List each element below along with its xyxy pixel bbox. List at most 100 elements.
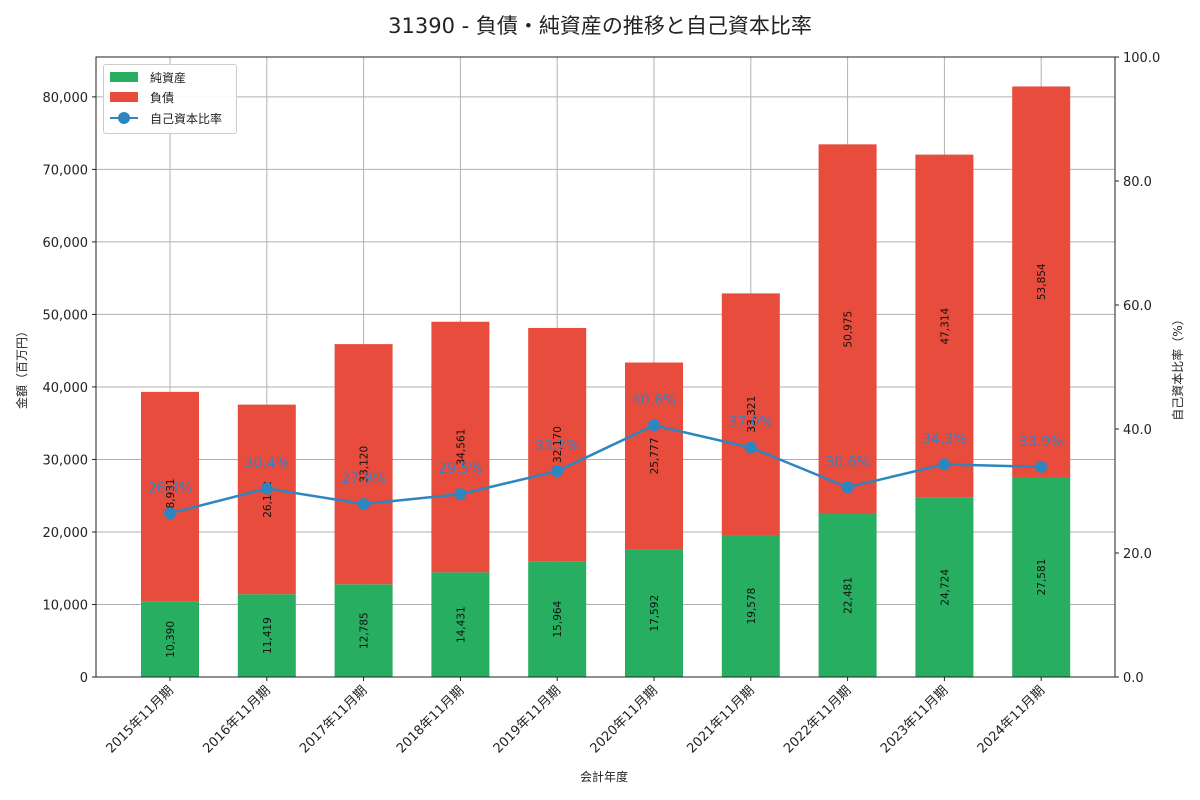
x-axis-label: 会計年度 [580,769,628,784]
legend-label-equity-ratio: 自己資本比率 [150,111,223,126]
y-tick-label-right: 100.0 [1123,51,1160,66]
legend-line-marker-icon [110,112,138,124]
y-tick-label-left: 50,000 [43,308,89,323]
chart-title: 31390 - 負債・純資産の推移と自己資本比率 [388,14,812,38]
x-tick-label: 2019年11月期 [491,683,564,756]
equity-ratio-label: 30.6% [825,454,869,470]
y-tick-label-left: 80,000 [43,91,89,106]
equity-ratio-label: 30.4% [245,456,289,472]
equity-ratio-marker [841,481,854,494]
value-label-net-assets: 10,390 [165,621,177,658]
legend-swatch-net-assets [110,72,138,82]
y-tick-label-left: 10,000 [43,598,89,613]
equity-ratio-label: 34.3% [922,431,966,447]
value-label-liabilities: 25,777 [649,438,661,475]
bar-net-assets [237,594,296,677]
equity-ratio-label: 33.9% [1019,434,1063,450]
equity-ratio-label: 33.2% [535,438,579,454]
value-label-net-assets: 19,578 [746,588,758,625]
value-label-net-assets: 17,592 [649,595,661,632]
equity-ratio-marker [744,441,757,454]
equity-ratio-marker [357,498,370,511]
y-tick-label-left: 0 [80,671,88,686]
value-label-net-assets: 27,581 [1036,559,1048,596]
x-tick-label: 2015年11月期 [104,683,177,756]
bar-net-assets [818,513,877,677]
bar-net-assets [141,601,199,677]
value-label-liabilities: 53,854 [1036,263,1048,300]
value-label-net-assets: 24,724 [939,569,951,606]
legend-label-liabilities: 負債 [150,90,175,105]
bar-net-assets [431,572,490,677]
value-label-liabilities: 33,120 [359,446,371,483]
legend-item-equity-ratio: 自己資本比率 [110,108,222,128]
x-tick-label: 2021年11月期 [684,683,757,756]
legend-label-net-assets: 純資産 [150,70,187,85]
equity-ratio-marker [164,507,176,520]
equity-ratio-label: 40.6% [632,392,676,408]
bar-net-assets [721,535,780,677]
bar-liabilities [625,362,683,550]
value-label-net-assets: 12,785 [359,612,371,649]
bar-liabilities [528,327,587,562]
bar-net-assets [915,497,974,677]
x-tick-label: 2016年11月期 [200,683,273,756]
bar-net-assets [528,561,587,677]
bar-liabilities [237,404,296,595]
equity-ratio-label: 37.0% [729,415,773,431]
x-tick-label: 2023年11月期 [878,683,951,756]
equity-ratio-label: 26.4% [148,480,192,496]
y-tick-label-left: 60,000 [43,236,89,251]
value-label-net-assets: 11,419 [262,617,274,654]
bar-liabilities [818,144,877,514]
y-tick-label-left: 40,000 [43,381,89,396]
equity-ratio-marker [648,419,660,432]
y-tick-label-right: 40.0 [1123,423,1152,438]
y-tick-label-right: 60.0 [1123,299,1152,314]
legend: 純資産 負債 自己資本比率 [103,64,237,134]
legend-swatch-liabilities [110,92,138,102]
x-tick-label: 2020年11月期 [588,683,661,756]
x-tick-label: 2018年11月期 [394,683,467,756]
y-tick-label-right: 80.0 [1123,175,1152,190]
bar-net-assets [625,549,683,677]
value-label-liabilities: 32,170 [552,426,564,463]
y-axis-label-right: 自己資本比率（%） [1170,313,1185,420]
x-tick-label: 2024年11月期 [975,683,1048,756]
y-tick-label-left: 30,000 [43,453,89,468]
x-tick-label: 2017年11月期 [297,683,370,756]
plot-frame [95,56,1116,678]
equity-ratio-marker [551,465,564,478]
bar-liabilities [431,321,490,573]
equity-ratio-label: 27.9% [341,471,385,487]
bar-liabilities [141,391,199,602]
y-tick-label-right: 20.0 [1123,547,1152,562]
bar-liabilities [1012,86,1071,477]
y-tick-label-left: 20,000 [43,526,89,541]
value-label-net-assets: 14,431 [455,606,467,643]
equity-ratio-marker [1035,460,1048,473]
bar-net-assets [1012,476,1071,677]
bar-liabilities [721,293,780,536]
legend-item-net-assets: 純資産 [110,67,186,87]
value-label-liabilities: 33,321 [746,396,758,433]
equity-ratio-line [169,423,1042,515]
equity-ratio-marker [454,488,467,501]
equity-ratio-marker [260,482,273,495]
value-label-liabilities: 50,975 [843,311,855,348]
legend-item-liabilities: 負債 [110,87,174,107]
value-label-liabilities: 47,314 [939,307,951,344]
value-label-net-assets: 22,481 [843,577,855,614]
value-label-liabilities: 28,931 [165,478,177,515]
bar-liabilities [915,154,974,498]
equity-ratio-marker [938,458,951,471]
value-label-net-assets: 15,964 [552,600,564,637]
equity-ratio-label: 29.5% [438,461,482,477]
y-axis-label-left: 金額（百万円） [14,325,29,409]
x-tick-label: 2022年11月期 [781,683,854,756]
y-tick-label-left: 70,000 [43,163,89,178]
value-label-liabilities: 34,561 [455,429,467,466]
bar-net-assets [334,584,393,677]
bar-liabilities [334,344,393,585]
